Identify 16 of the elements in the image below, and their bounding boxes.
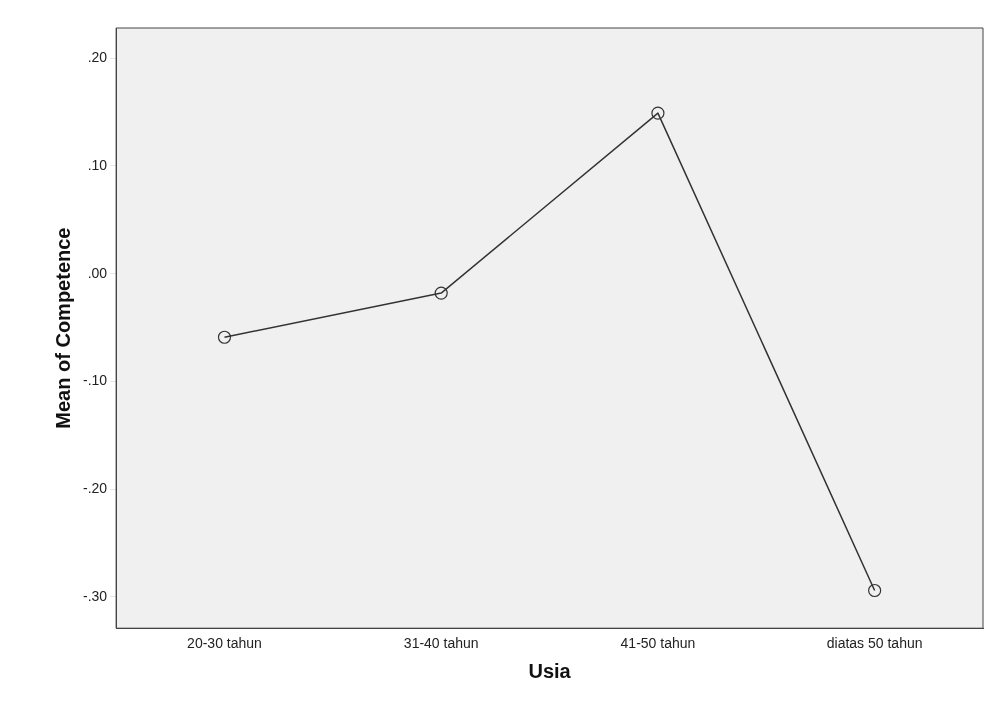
point xyxy=(868,583,882,598)
y-tick-label: .00 xyxy=(87,264,108,281)
y-tick-label: -.10 xyxy=(83,372,108,389)
point xyxy=(651,106,665,120)
x-axis-title: Usia xyxy=(528,659,572,682)
x-tick-label: diatas 50 tahun xyxy=(826,635,923,652)
y-tick-label: -.20 xyxy=(83,480,108,497)
x-tick-label: 31-40 tahun xyxy=(403,635,479,652)
y-tick-label: -.30 xyxy=(83,587,108,604)
point xyxy=(217,330,232,344)
x-tick-label: 20-30 tahun xyxy=(187,635,262,652)
y-tick-label: .20 xyxy=(87,49,108,66)
y-axis-title: Mean of Competence xyxy=(51,227,74,429)
x-tick-label: 41-50 tahun xyxy=(620,635,696,652)
y-tick-label: .10 xyxy=(87,156,108,173)
point xyxy=(434,286,448,300)
